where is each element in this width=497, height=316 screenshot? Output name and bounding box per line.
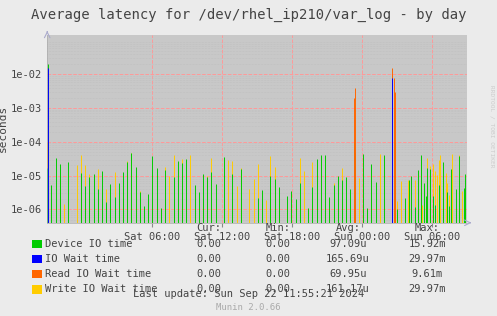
Text: 29.97m: 29.97m — [409, 254, 446, 264]
Text: 0.00: 0.00 — [266, 284, 291, 295]
Text: Min:: Min: — [266, 223, 291, 233]
Text: Avg:: Avg: — [335, 223, 360, 233]
Text: 0.00: 0.00 — [196, 254, 221, 264]
Text: RRDTOOL / TOBI OETIKER: RRDTOOL / TOBI OETIKER — [490, 85, 495, 168]
Text: 0.00: 0.00 — [196, 239, 221, 249]
Text: 0.00: 0.00 — [266, 269, 291, 279]
Text: 161.17u: 161.17u — [326, 284, 370, 295]
Text: 15.92m: 15.92m — [409, 239, 446, 249]
Text: 165.69u: 165.69u — [326, 254, 370, 264]
Text: Device IO time: Device IO time — [45, 239, 132, 249]
Text: 9.61m: 9.61m — [412, 269, 443, 279]
Text: Read IO Wait time: Read IO Wait time — [45, 269, 151, 279]
Text: 29.97m: 29.97m — [409, 284, 446, 295]
Text: Last update: Sun Sep 22 11:55:21 2024: Last update: Sun Sep 22 11:55:21 2024 — [133, 289, 364, 299]
Text: 0.00: 0.00 — [196, 269, 221, 279]
Text: 0.00: 0.00 — [196, 284, 221, 295]
Text: Write IO Wait time: Write IO Wait time — [45, 284, 157, 295]
Text: Cur:: Cur: — [196, 223, 221, 233]
Text: 0.00: 0.00 — [266, 254, 291, 264]
Text: 97.09u: 97.09u — [329, 239, 367, 249]
Text: Average latency for /dev/rhel_ip210/var_log - by day: Average latency for /dev/rhel_ip210/var_… — [31, 8, 466, 22]
Y-axis label: seconds: seconds — [0, 105, 8, 152]
Text: Max:: Max: — [415, 223, 440, 233]
Text: 0.00: 0.00 — [266, 239, 291, 249]
Text: IO Wait time: IO Wait time — [45, 254, 120, 264]
Text: 69.95u: 69.95u — [329, 269, 367, 279]
Text: Munin 2.0.66: Munin 2.0.66 — [216, 303, 281, 312]
